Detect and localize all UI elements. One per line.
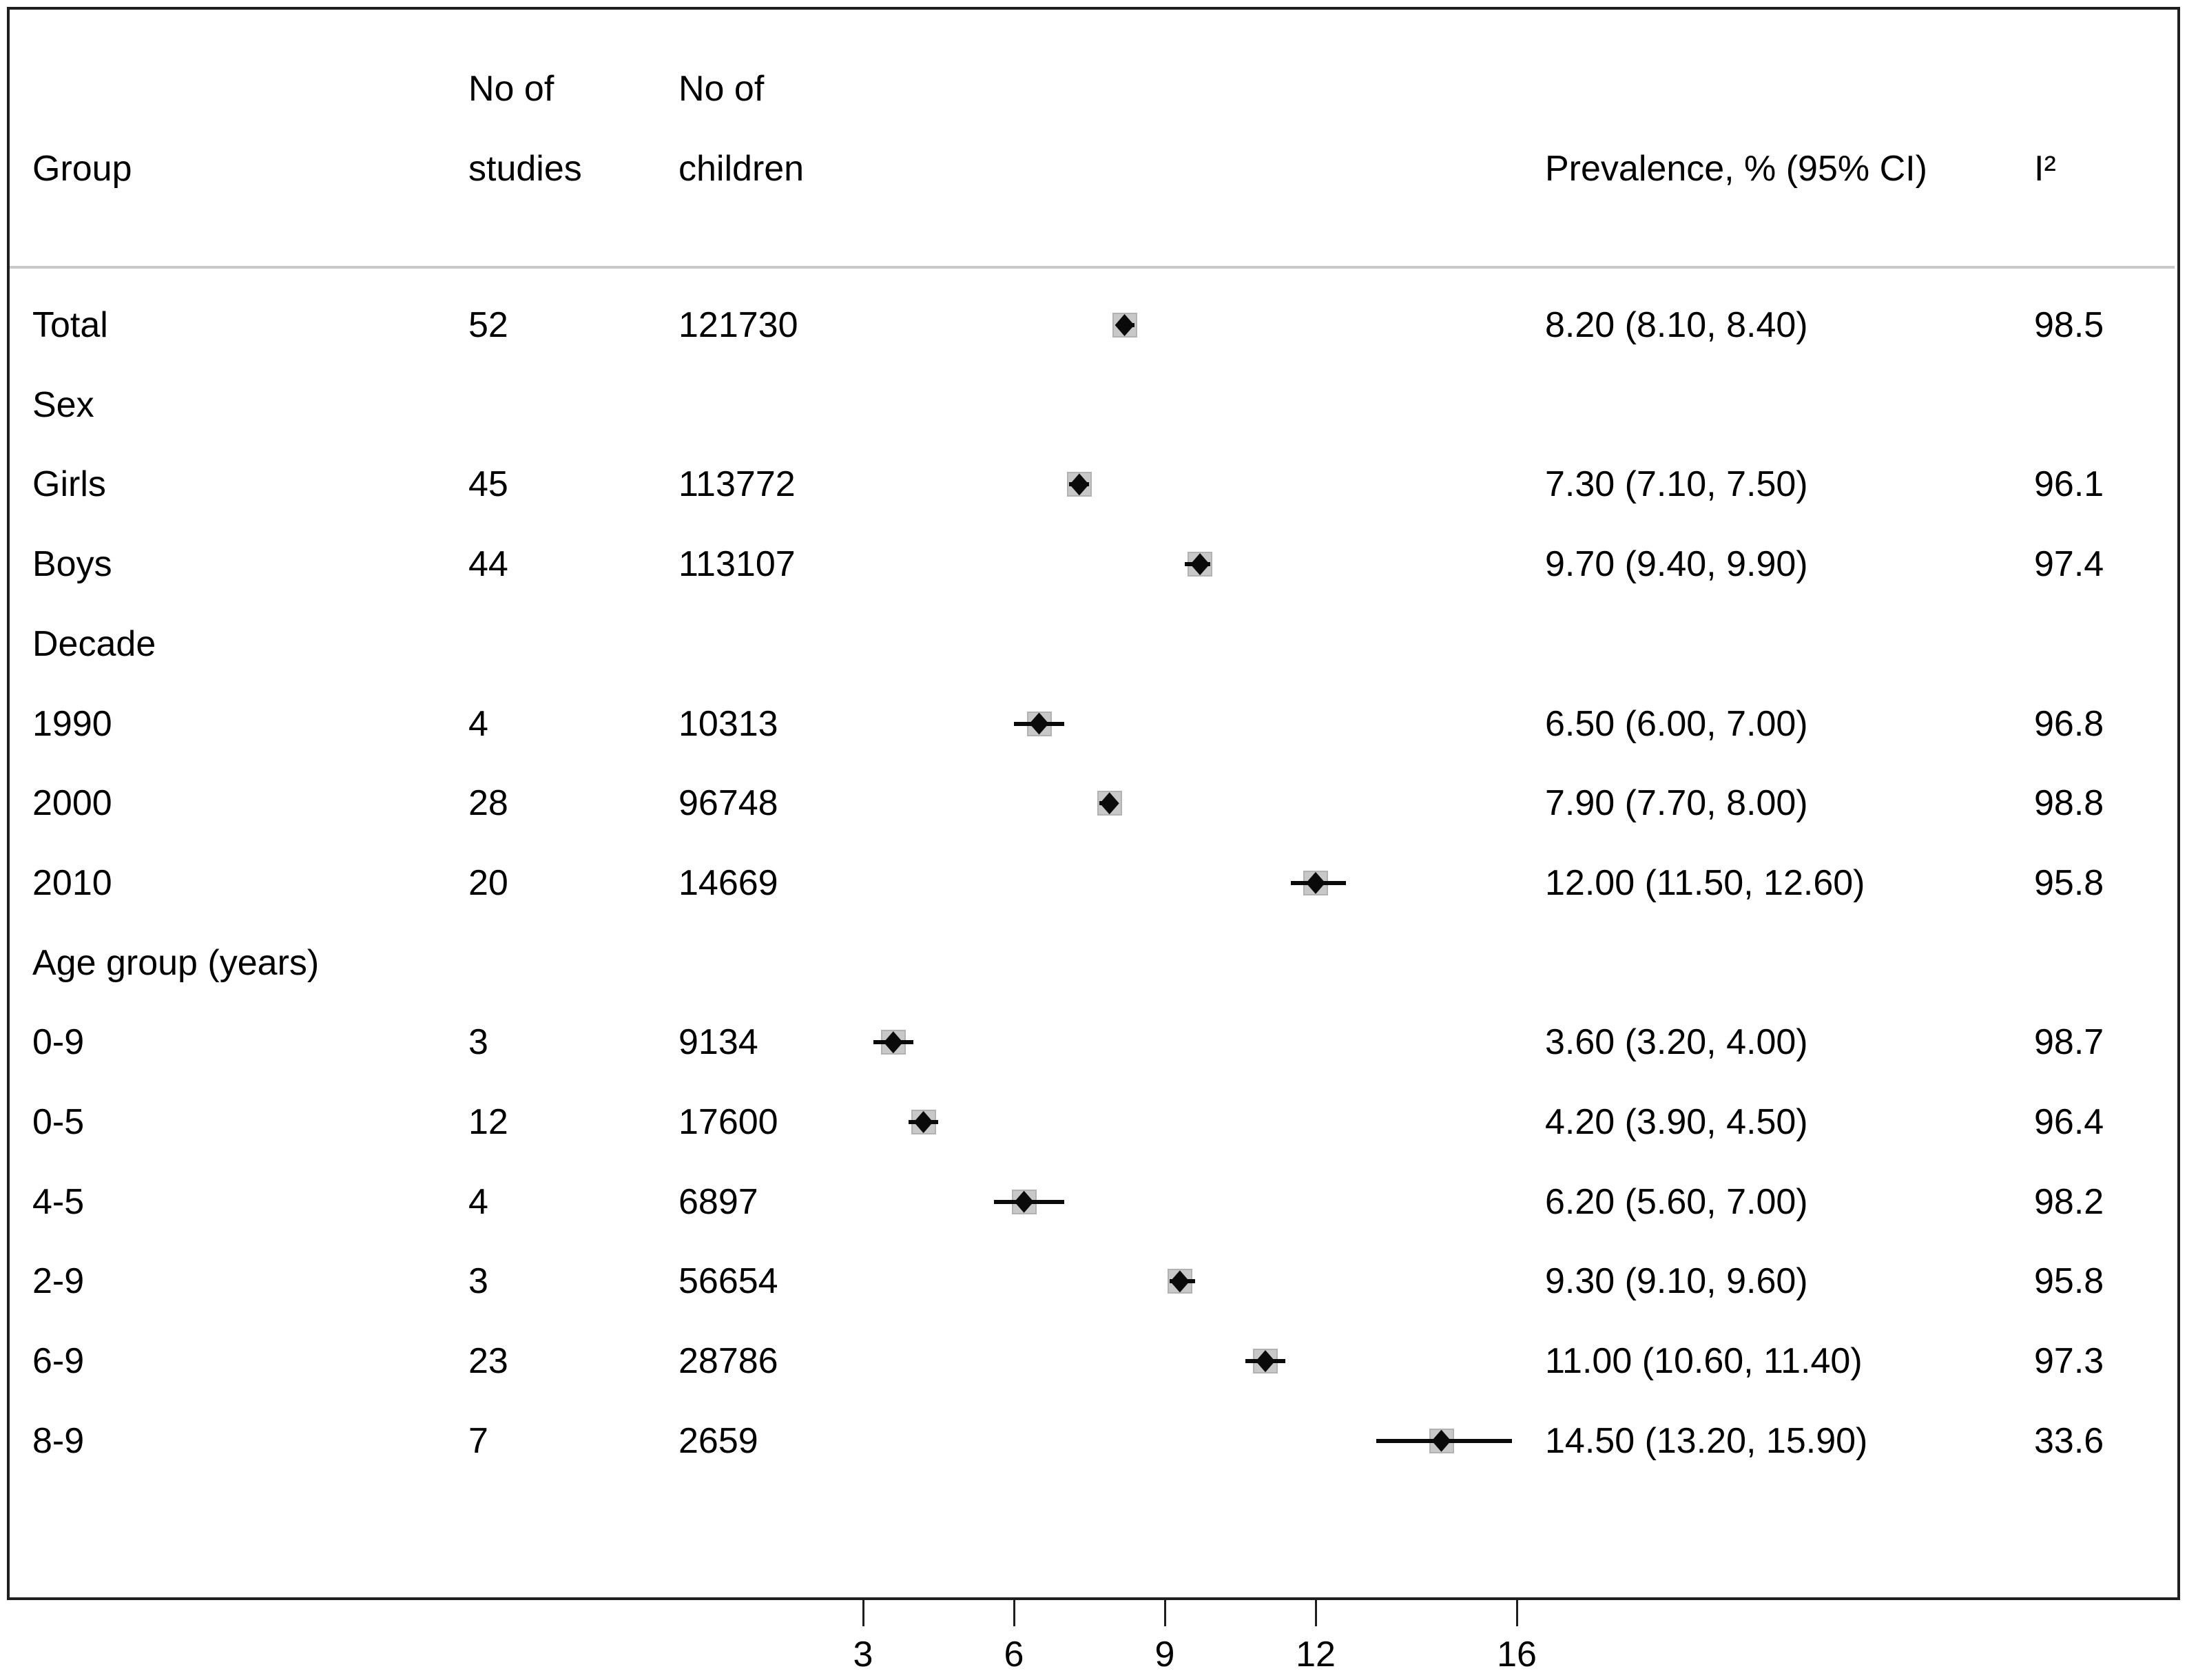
row-prevalence-cell: 6.20 (5.60, 7.00) (1545, 1182, 1808, 1222)
row-prevalence-cell: 7.30 (7.10, 7.50) (1545, 464, 1808, 504)
x-axis-tick (1013, 1600, 1015, 1626)
row-prevalence-cell: 4.20 (3.90, 4.50) (1545, 1102, 1808, 1142)
row-label: 8-9 (32, 1421, 85, 1461)
row-studies-cell: 52 (468, 305, 508, 345)
row-i2-cell: 97.4 (2034, 544, 2104, 584)
column-header-prevalence: Prevalence, % (95% CI) (1545, 149, 1927, 189)
group-header-label: Decade (32, 624, 156, 664)
row-label: 6-9 (32, 1341, 85, 1381)
row-label: 2-9 (32, 1261, 85, 1301)
row-studies-cell: 7 (468, 1421, 488, 1461)
row-children-cell: 6897 (678, 1182, 758, 1222)
column-header-studies-line1: No of (468, 69, 554, 109)
row-label: Total (32, 305, 108, 345)
row-i2-cell: 95.8 (2034, 863, 2104, 903)
row-i2-cell: 97.3 (2034, 1341, 2104, 1381)
column-header-children-line1: No of (678, 69, 765, 109)
row-prevalence-cell: 6.50 (6.00, 7.00) (1545, 704, 1808, 744)
row-label: 0-9 (32, 1022, 85, 1062)
row-prevalence-cell: 7.90 (7.70, 8.00) (1545, 783, 1808, 823)
row-prevalence-cell: 14.50 (13.20, 15.90) (1545, 1421, 1868, 1461)
row-prevalence-cell: 11.00 (10.60, 11.40) (1545, 1341, 1863, 1381)
row-studies-cell: 20 (468, 863, 508, 903)
row-children-cell: 2659 (678, 1421, 758, 1461)
row-studies-cell: 28 (468, 783, 508, 823)
row-i2-cell: 98.5 (2034, 305, 2104, 345)
x-axis-tick (1315, 1600, 1317, 1626)
group-header-label: Sex (32, 385, 94, 425)
column-header-i2: I² (2034, 149, 2056, 189)
x-axis-tick-label: 9 (1154, 1635, 1175, 1674)
row-label: 2000 (32, 783, 112, 823)
row-studies-cell: 12 (468, 1102, 508, 1142)
row-i2-cell: 96.8 (2034, 704, 2104, 744)
plot-frame (7, 7, 2180, 1600)
x-axis-tick (1516, 1600, 1518, 1626)
row-i2-cell: 98.7 (2034, 1022, 2104, 1062)
row-label: 4-5 (32, 1182, 85, 1222)
x-axis-tick-label: 3 (853, 1635, 873, 1674)
x-axis-tick (1164, 1600, 1166, 1626)
row-children-cell: 9134 (678, 1022, 758, 1062)
row-studies-cell: 4 (468, 1182, 488, 1222)
x-axis-tick-label: 12 (1296, 1635, 1336, 1674)
x-axis-tick-label: 6 (1004, 1635, 1024, 1674)
row-prevalence-cell: 9.70 (9.40, 9.90) (1545, 544, 1808, 584)
row-children-cell: 56654 (678, 1261, 778, 1301)
row-label: 0-5 (32, 1102, 85, 1142)
row-i2-cell: 96.4 (2034, 1102, 2104, 1142)
row-studies-cell: 45 (468, 464, 508, 504)
row-studies-cell: 23 (468, 1341, 508, 1381)
x-axis-tick (862, 1600, 864, 1626)
header-separator-line (10, 266, 2175, 269)
row-label: Boys (32, 544, 112, 584)
row-children-cell: 121730 (678, 305, 798, 345)
row-children-cell: 17600 (678, 1102, 778, 1142)
row-children-cell: 28786 (678, 1341, 778, 1381)
row-label: Girls (32, 464, 106, 504)
row-prevalence-cell: 9.30 (9.10, 9.60) (1545, 1261, 1808, 1301)
row-children-cell: 14669 (678, 863, 778, 903)
row-prevalence-cell: 12.00 (11.50, 12.60) (1545, 863, 1865, 903)
row-studies-cell: 44 (468, 544, 508, 584)
row-label: 1990 (32, 704, 112, 744)
row-prevalence-cell: 3.60 (3.20, 4.00) (1545, 1022, 1808, 1062)
row-children-cell: 10313 (678, 704, 778, 744)
row-label: 2010 (32, 863, 112, 903)
group-header-label: Age group (years) (32, 943, 320, 983)
column-header-studies-line2: studies (468, 149, 582, 189)
row-i2-cell: 96.1 (2034, 464, 2104, 504)
row-i2-cell: 98.8 (2034, 783, 2104, 823)
row-studies-cell: 3 (468, 1022, 488, 1062)
x-axis-tick-label: 16 (1497, 1635, 1537, 1674)
row-children-cell: 113107 (678, 544, 796, 584)
row-studies-cell: 3 (468, 1261, 488, 1301)
row-children-cell: 96748 (678, 783, 778, 823)
row-i2-cell: 95.8 (2034, 1261, 2104, 1301)
column-header-children-line2: children (678, 149, 805, 189)
row-i2-cell: 33.6 (2034, 1421, 2104, 1461)
column-header-group: Group (32, 149, 132, 189)
row-i2-cell: 98.2 (2034, 1182, 2104, 1222)
row-children-cell: 113772 (678, 464, 796, 504)
row-studies-cell: 4 (468, 704, 488, 744)
row-prevalence-cell: 8.20 (8.10, 8.40) (1545, 305, 1808, 345)
